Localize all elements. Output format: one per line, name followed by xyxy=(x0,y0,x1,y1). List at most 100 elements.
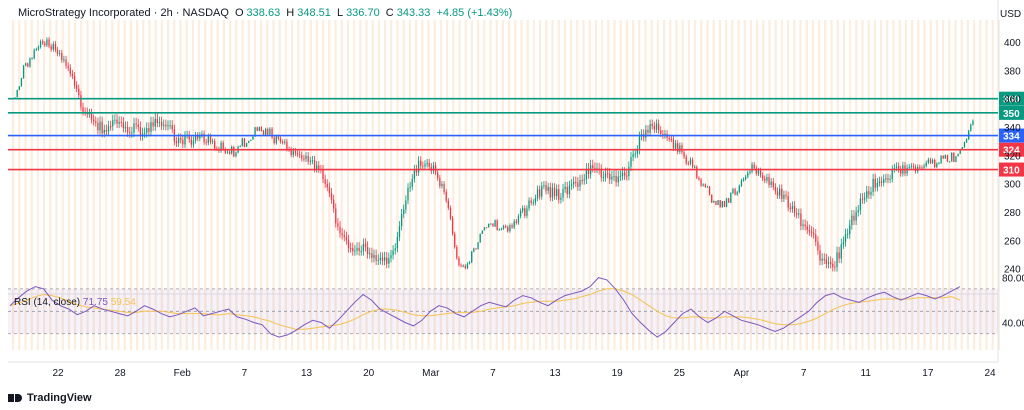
candle-body xyxy=(779,188,781,196)
candle-body xyxy=(906,167,908,174)
candle-body xyxy=(706,186,709,188)
candle-body xyxy=(286,141,288,150)
candle-body xyxy=(16,89,18,98)
candle-body xyxy=(908,167,910,169)
candle-body xyxy=(927,159,929,163)
candle-body xyxy=(785,194,787,197)
candle-body xyxy=(112,120,114,127)
candle-body xyxy=(668,137,670,140)
price-tick-label: 260 xyxy=(1004,236,1021,247)
candle-body xyxy=(755,168,757,174)
candle-body xyxy=(572,181,575,185)
close-value: 343.33 xyxy=(396,7,431,19)
candle-body xyxy=(815,234,817,242)
time-tick-label: 25 xyxy=(674,368,686,379)
candle-body xyxy=(192,140,195,145)
candle-body xyxy=(530,200,532,204)
candle-body xyxy=(732,188,734,194)
session-stripe xyxy=(402,20,405,350)
session-stripe xyxy=(86,20,89,350)
candle-body xyxy=(866,191,868,198)
session-stripe xyxy=(160,20,163,350)
price-tick-label: 340 xyxy=(1004,123,1021,134)
candle-body xyxy=(171,125,173,130)
candle-body xyxy=(543,185,545,187)
session-stripe xyxy=(836,20,839,350)
candle-body xyxy=(214,141,216,149)
candle-body xyxy=(532,202,534,204)
candle-body xyxy=(515,221,517,223)
candle-body xyxy=(719,200,721,208)
tradingview-brand[interactable]: TradingView xyxy=(8,392,92,404)
candle-body xyxy=(674,143,677,149)
candle-body xyxy=(437,172,439,179)
session-stripe xyxy=(501,20,504,350)
candle-body xyxy=(256,127,258,131)
rsi-value: 71.75 xyxy=(82,297,108,308)
session-stripe xyxy=(768,20,771,350)
candle-body xyxy=(42,41,44,44)
candle-body xyxy=(254,127,256,137)
candle-body xyxy=(774,187,777,192)
session-stripe xyxy=(966,20,969,350)
currency-label[interactable]: USD xyxy=(1000,9,1022,20)
candle-body xyxy=(857,210,859,213)
candle-body xyxy=(169,125,171,127)
candle-body xyxy=(762,175,764,179)
candle-body xyxy=(827,262,830,264)
candle-body xyxy=(628,166,630,177)
candle-body xyxy=(335,208,337,224)
session-stripe xyxy=(439,20,442,350)
session-stripe xyxy=(601,20,604,350)
candle-body xyxy=(209,136,212,143)
candle-body xyxy=(80,95,82,108)
session-stripe xyxy=(129,20,132,350)
session-stripe xyxy=(706,20,709,350)
session-stripe xyxy=(644,20,647,350)
candle-body xyxy=(615,176,617,183)
candle-body xyxy=(50,46,52,50)
candle-body xyxy=(923,165,925,168)
session-stripe xyxy=(365,20,368,350)
candle-body xyxy=(721,201,723,208)
candle-body xyxy=(766,176,768,181)
candle-body xyxy=(148,127,150,132)
session-stripe xyxy=(818,20,821,350)
candle-body xyxy=(54,44,57,50)
candle-body xyxy=(352,248,354,252)
level-label-bg-350 xyxy=(999,105,1024,120)
candle-body xyxy=(220,142,222,152)
candle-body xyxy=(606,173,609,175)
candle-body xyxy=(664,133,666,136)
rsi-label: RSI (14, close) xyxy=(14,297,81,308)
session-stripe xyxy=(334,20,337,350)
candle-body xyxy=(485,227,488,229)
candle-body xyxy=(840,244,842,259)
candle-body xyxy=(817,241,819,251)
candle-body xyxy=(632,154,634,157)
candle-body xyxy=(547,187,549,191)
session-stripe xyxy=(222,20,225,350)
session-stripe xyxy=(148,20,151,350)
candle-body xyxy=(428,162,430,167)
candle-body xyxy=(341,233,343,236)
session-stripe xyxy=(210,20,213,350)
session-stripe xyxy=(588,20,591,350)
candle-body xyxy=(834,266,836,268)
candle-body xyxy=(558,189,560,200)
candle-body xyxy=(677,143,679,152)
candle-body xyxy=(483,227,486,231)
candle-body xyxy=(354,250,356,252)
session-stripe xyxy=(731,20,734,350)
candle-body xyxy=(613,176,615,178)
time-tick-label: Feb xyxy=(174,368,192,379)
candle-body xyxy=(48,39,50,47)
candle-body xyxy=(683,152,685,157)
candle-body xyxy=(887,178,889,180)
candle-body xyxy=(800,213,802,227)
session-stripe xyxy=(396,20,399,350)
candle-body xyxy=(577,182,579,187)
candle-body xyxy=(326,184,328,188)
candle-body xyxy=(753,164,755,169)
